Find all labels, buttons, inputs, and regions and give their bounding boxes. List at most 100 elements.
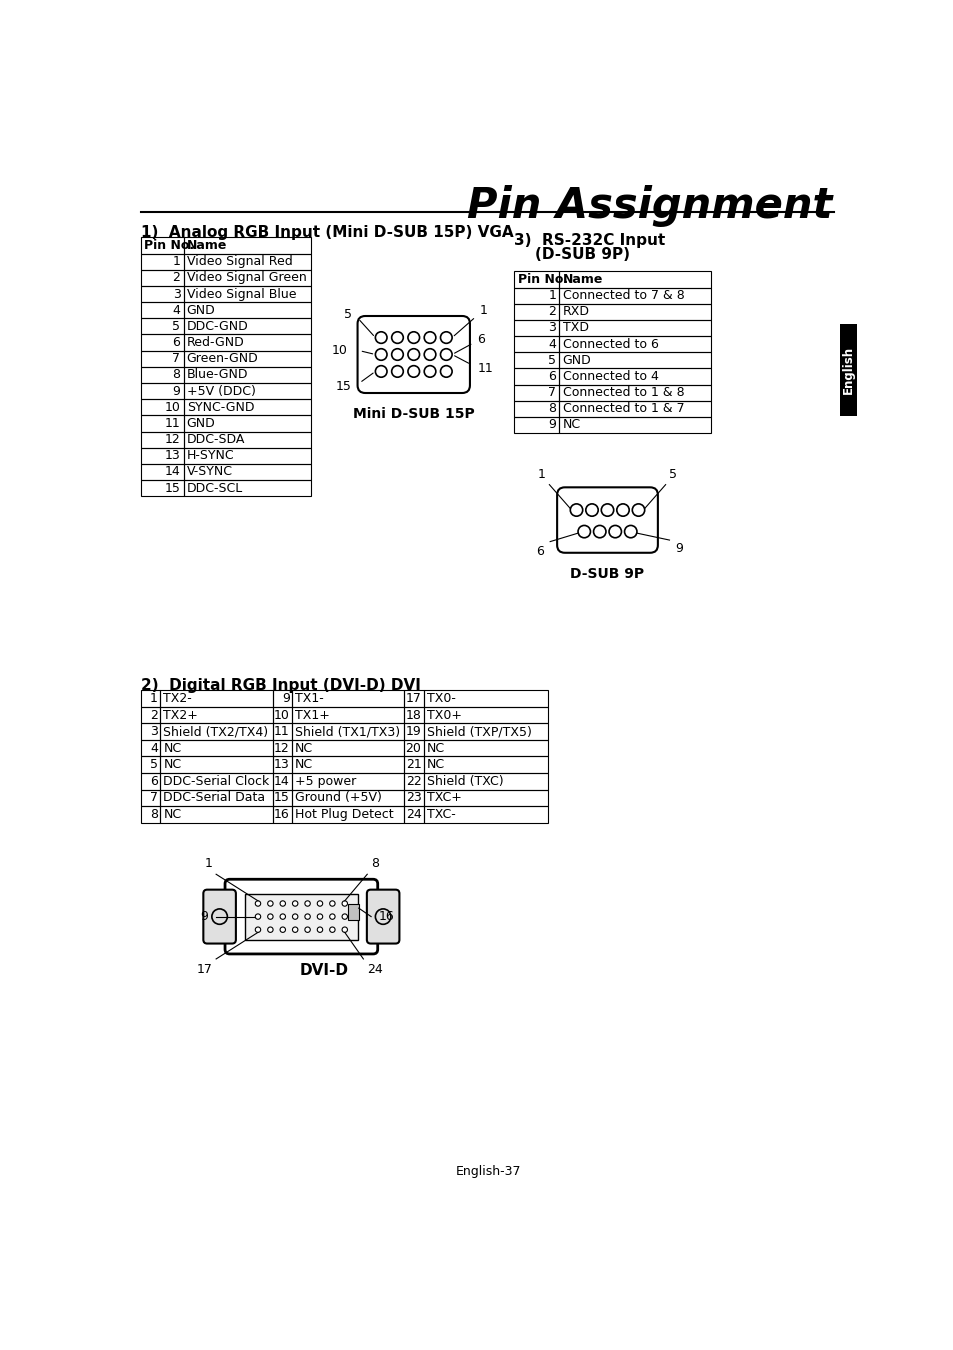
Text: Shield (TX1/TX3): Shield (TX1/TX3) xyxy=(294,725,400,738)
Circle shape xyxy=(293,927,297,933)
Text: Pin No.: Pin No. xyxy=(517,273,567,286)
Bar xyxy=(183,432,311,448)
Text: 3: 3 xyxy=(150,725,158,738)
Bar xyxy=(160,724,273,740)
Text: 14: 14 xyxy=(165,466,180,478)
Bar xyxy=(423,690,547,707)
Text: Red-GND: Red-GND xyxy=(187,336,244,350)
Text: RXD: RXD xyxy=(562,305,589,319)
Circle shape xyxy=(280,914,285,919)
Bar xyxy=(514,271,558,288)
Bar xyxy=(558,336,710,352)
Text: 15: 15 xyxy=(335,381,352,393)
Circle shape xyxy=(293,900,297,906)
Text: +5V (DDC): +5V (DDC) xyxy=(187,385,255,398)
Text: TX1+: TX1+ xyxy=(294,709,330,721)
Circle shape xyxy=(268,900,273,906)
Text: 9: 9 xyxy=(548,418,556,432)
Text: DDC-SDA: DDC-SDA xyxy=(187,433,245,446)
Bar xyxy=(160,756,273,774)
Bar xyxy=(514,385,558,401)
Bar xyxy=(292,756,404,774)
Bar xyxy=(292,806,404,822)
Bar xyxy=(160,740,273,756)
Bar xyxy=(292,707,404,724)
Bar xyxy=(160,690,273,707)
Bar xyxy=(141,400,183,416)
Text: DDC-Serial Data: DDC-Serial Data xyxy=(163,791,265,805)
Text: Name: Name xyxy=(562,273,602,286)
Text: NC: NC xyxy=(427,759,445,771)
Text: Shield (TXP/TX5): Shield (TXP/TX5) xyxy=(427,725,531,738)
Text: 8: 8 xyxy=(172,369,180,382)
Bar xyxy=(141,707,160,724)
Bar xyxy=(514,417,558,433)
Bar xyxy=(141,432,183,448)
Text: NC: NC xyxy=(427,741,445,755)
Circle shape xyxy=(255,927,260,933)
Text: Connected to 1 & 8: Connected to 1 & 8 xyxy=(562,386,683,400)
Text: 16: 16 xyxy=(274,807,290,821)
Circle shape xyxy=(280,927,285,933)
Text: 4: 4 xyxy=(172,304,180,317)
Text: 24: 24 xyxy=(367,963,382,976)
Text: 5: 5 xyxy=(172,320,180,333)
Text: Ground (+5V): Ground (+5V) xyxy=(294,791,381,805)
Bar xyxy=(273,740,292,756)
Bar xyxy=(514,336,558,352)
Bar xyxy=(183,319,311,335)
Bar xyxy=(558,385,710,401)
Text: 16: 16 xyxy=(378,910,395,923)
Text: (D-SUB 9P): (D-SUB 9P) xyxy=(514,247,630,262)
Text: 15: 15 xyxy=(165,482,180,494)
Circle shape xyxy=(268,914,273,919)
Circle shape xyxy=(342,927,347,933)
Bar xyxy=(404,806,423,822)
Text: TX1-: TX1- xyxy=(294,693,324,705)
Bar xyxy=(183,481,311,497)
Bar xyxy=(183,335,311,351)
Text: 10: 10 xyxy=(165,401,180,413)
Text: Mini D-SUB 15P: Mini D-SUB 15P xyxy=(353,406,475,421)
Text: Connected to 1 & 7: Connected to 1 & 7 xyxy=(562,402,683,416)
Bar xyxy=(183,367,311,383)
Bar xyxy=(514,369,558,385)
Bar xyxy=(141,806,160,822)
Bar xyxy=(183,351,311,367)
Text: 23: 23 xyxy=(405,791,421,805)
Text: 8: 8 xyxy=(150,807,158,821)
Bar xyxy=(141,302,183,319)
Text: 2: 2 xyxy=(172,271,180,285)
Text: Shield (TX2/TX4): Shield (TX2/TX4) xyxy=(163,725,268,738)
Bar xyxy=(348,903,358,921)
Text: 19: 19 xyxy=(405,725,421,738)
Text: DDC-GND: DDC-GND xyxy=(187,320,248,333)
Text: Shield (TXC): Shield (TXC) xyxy=(427,775,503,788)
Text: 9: 9 xyxy=(281,693,290,705)
Bar xyxy=(183,464,311,481)
Circle shape xyxy=(255,900,260,906)
Bar xyxy=(141,690,160,707)
Bar xyxy=(183,254,311,270)
Bar xyxy=(183,286,311,302)
Text: 5: 5 xyxy=(669,468,677,481)
Bar xyxy=(141,464,183,481)
Text: 8: 8 xyxy=(371,857,378,871)
Circle shape xyxy=(330,927,335,933)
Text: 6: 6 xyxy=(476,332,485,346)
Bar xyxy=(183,448,311,464)
Bar xyxy=(558,288,710,304)
Bar xyxy=(183,383,311,400)
Text: 1: 1 xyxy=(548,289,556,302)
Text: 6: 6 xyxy=(172,336,180,350)
Text: GND: GND xyxy=(187,304,215,317)
Bar xyxy=(273,707,292,724)
FancyBboxPatch shape xyxy=(367,890,399,944)
Text: 8: 8 xyxy=(548,402,556,416)
Bar xyxy=(141,481,183,497)
Circle shape xyxy=(305,914,310,919)
Circle shape xyxy=(342,914,347,919)
Circle shape xyxy=(317,914,322,919)
Bar xyxy=(423,724,547,740)
Text: 2: 2 xyxy=(548,305,556,319)
